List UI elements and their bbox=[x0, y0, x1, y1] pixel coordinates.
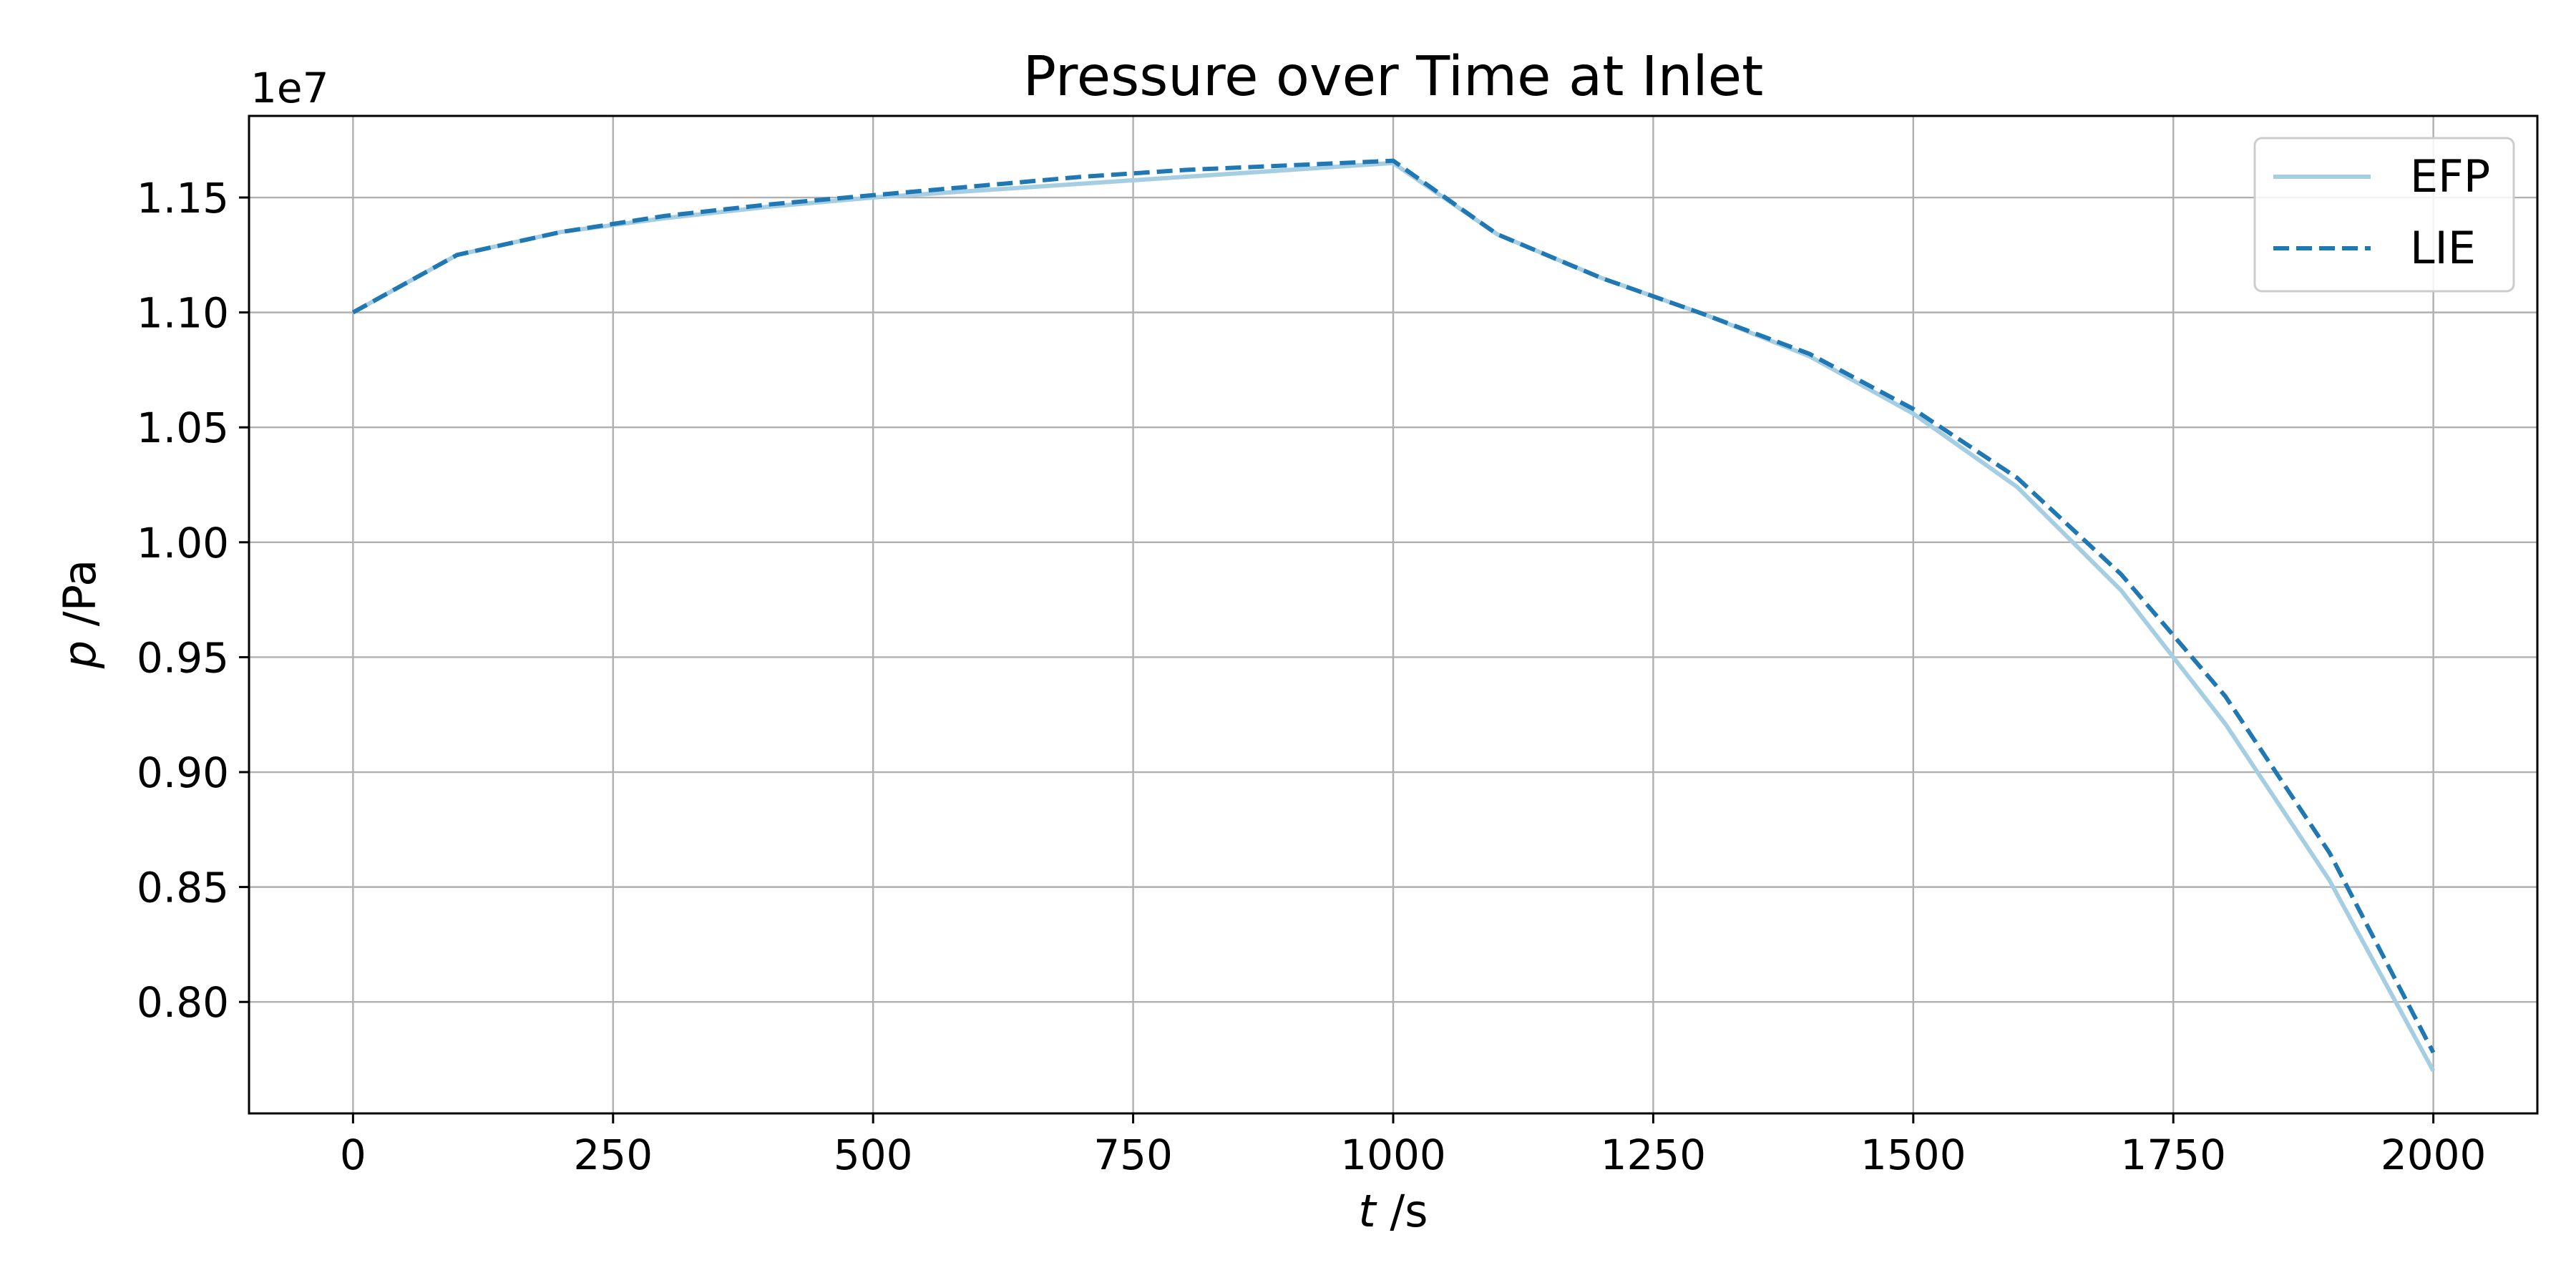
y-axis-variable: p bbox=[54, 640, 106, 669]
y-tick-label: 0.90 bbox=[137, 748, 229, 797]
x-tick-label: 750 bbox=[1093, 1131, 1173, 1179]
y-axis-label: p /Pa bbox=[54, 560, 106, 670]
x-tick-label: 0 bbox=[340, 1131, 366, 1179]
series-lines bbox=[351, 158, 2436, 1073]
y-tick-label: 0.95 bbox=[137, 633, 229, 682]
y-tick-label: 1.00 bbox=[137, 519, 229, 567]
x-tick-label: 1250 bbox=[1601, 1131, 1707, 1179]
x-axis: 0 250 500 750 1000 1250 1500 1750 2000 bbox=[340, 1113, 2487, 1179]
y-tick-label: 0.85 bbox=[137, 864, 229, 912]
x-tick-label: 250 bbox=[573, 1131, 653, 1179]
legend-label-lie: LIE bbox=[2410, 222, 2476, 274]
x-tick-label: 1500 bbox=[1860, 1131, 1966, 1179]
chart-title: Pressure over Time at Inlet bbox=[1023, 45, 1764, 109]
x-tick-label: 1750 bbox=[2120, 1131, 2226, 1179]
legend: EFP LIE bbox=[2253, 137, 2515, 293]
y-tick-label: 1.05 bbox=[137, 404, 229, 452]
x-tick-label: 1000 bbox=[1340, 1131, 1446, 1179]
legend-label-efp: EFP bbox=[2410, 150, 2490, 203]
y-axis-unit: /Pa bbox=[54, 560, 106, 640]
y-tick-label: 1.10 bbox=[137, 289, 229, 338]
x-axis-variable: t bbox=[1358, 1185, 1377, 1237]
y-tick-label: 0.80 bbox=[137, 978, 229, 1027]
x-tick-label: 500 bbox=[834, 1131, 913, 1179]
x-tick-label: 2000 bbox=[2381, 1131, 2487, 1179]
x-axis-label: t /s bbox=[1358, 1185, 1428, 1237]
y-tick-label: 1.15 bbox=[137, 174, 229, 223]
series-line-lie bbox=[351, 158, 2436, 1054]
y-offset-label: 1e7 bbox=[250, 64, 329, 112]
x-axis-unit: /s bbox=[1376, 1185, 1428, 1237]
y-axis: 0.80 0.85 0.90 0.95 1.00 1.05 1.10 1.15 bbox=[137, 174, 249, 1027]
grid bbox=[249, 116, 2537, 1113]
